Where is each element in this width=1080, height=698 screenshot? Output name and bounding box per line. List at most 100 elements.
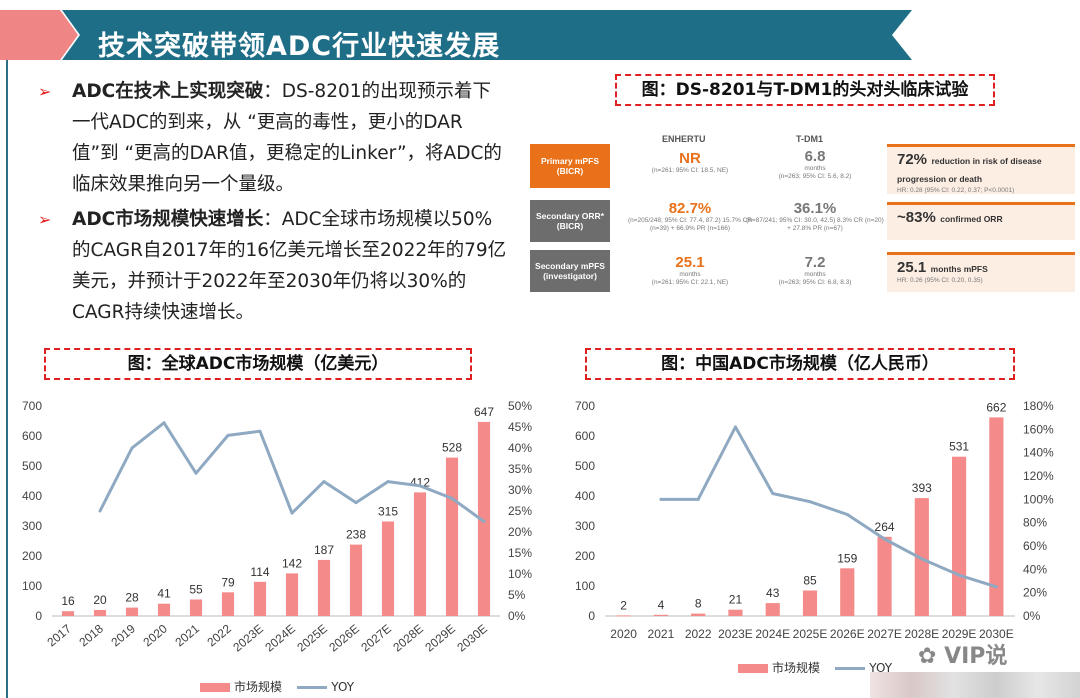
y2-tick-label: 5% [508,588,526,602]
col-header-tdm1: T-DM1 [796,134,823,144]
title-banner-shape [0,10,912,60]
bar-value-label: 28 [125,591,139,605]
value-ci: (n=261; 95% CI: 18.5, NE) [651,167,729,174]
x-tick-label: 2023E [718,627,753,641]
x-tick-label: 2029E [422,622,458,655]
y2-tick-label: 100% [1023,492,1054,506]
bar-value-label: 4 [658,598,665,612]
y-tick-label: 400 [22,489,42,503]
yoy-point [226,433,230,437]
y-tick-label: 200 [575,549,595,563]
bar-value-label: 85 [803,574,817,588]
x-tick-label: 2020 [610,627,637,641]
y2-tick-label: 30% [508,483,532,497]
yoy-point [771,492,775,495]
x-tick-label: 2026E [830,627,865,641]
china-chart-legend: 市场规模 YOY [738,659,892,676]
result-investigator-mpfs: 25.1 months mPFS HR: 0.26 (95% CI: 0.20,… [887,252,1075,292]
y-tick-label: 300 [22,519,42,533]
y2-tick-label: 20% [508,525,532,539]
x-tick-label: 2023E [230,622,266,655]
y2-tick-label: 0% [1023,609,1041,623]
page-title: 技术突破带领ADC行业快速发展 [98,31,501,62]
y-tick-label: 700 [22,399,42,413]
x-tick-label: 2028E [904,627,939,641]
bar-value-label: 238 [346,528,366,542]
x-tick-label: 2024E [755,627,790,641]
bar-2027E [381,521,395,616]
bar-value-label: 142 [282,556,302,570]
y-tick-label: 500 [22,459,42,473]
trial-figure-title: 图：DS-8201与T-DM1的头对头临床试验 [615,74,995,106]
legend-line-swatch [835,667,866,670]
bar-value-label: 8 [695,597,702,611]
bar-value-label: 662 [986,400,1006,414]
bar-value-label: 79 [221,575,235,589]
bar-value-label: 55 [189,583,203,597]
bar-value-label: 528 [442,441,462,455]
watermark: ✿ VIP说 [918,638,1007,670]
value-unit: months [804,271,826,278]
yoy-point [290,511,294,515]
bar-2027E [877,536,892,616]
yoy-point [130,446,134,450]
bar-value-label: 264 [875,520,895,534]
enhertu-investigator-mpfs: 25.1 months (n=261; 95% CI: 22.1, NE) [620,254,760,287]
y2-tick-label: 25% [508,504,532,518]
yoy-point [883,537,887,541]
y-tick-label: 300 [575,519,595,533]
bar-2025E [802,590,818,616]
result-pfs-risk: 72% reduction in risk of disease progres… [887,144,1075,194]
col-header-enhertu: ENHERTU [662,134,706,144]
legend-line-label: YOY [331,680,355,694]
yoy-point [98,509,102,513]
bar-2028E [914,498,929,616]
left-accent-line [6,60,8,698]
tdm1-orr: 36.1% (n=87/241; 95% CI: 30.0, 42.5) 8.3… [745,200,885,233]
y-tick-label: 700 [575,399,595,413]
global-chart-legend: 市场规模 YOY [200,678,354,695]
yoy-point [322,480,326,484]
bar-2024E [765,603,780,616]
bar-2023E [728,609,743,616]
y2-tick-label: 140% [1023,446,1054,460]
x-tick-label: 2028E [390,622,426,655]
yoy-point [354,501,358,505]
legend-line-label: YOY [869,661,893,675]
bar-2028E [413,492,427,616]
yoy-point [482,520,486,523]
arrow-icon: ➢ [38,210,52,229]
y-tick-label: 0 [588,609,595,623]
trial-table: ENHERTU T-DM1 Primary mPFS (BICR) NR (n=… [530,130,1075,295]
y-tick-label: 200 [22,549,42,563]
y2-tick-label: 160% [1023,422,1054,436]
result-hr: HR: 0.26 (95% CI: 0.20, 0.35) [897,277,983,284]
bar-2030E [989,417,1004,616]
yoy-point [808,500,812,504]
yoy-point [162,421,166,425]
bar-2030E [477,421,491,616]
result-hr: HR: 0.28 (95% CI: 0.22, 0.37; P<0.0001) [897,187,1015,194]
yoy-point [920,557,924,561]
x-tick-label: 2017 [44,621,74,649]
enhertu-orr: 82.7% (n=205/248; 95% CI: 77.4, 87.2) 15… [620,200,760,233]
y-tick-label: 100 [575,579,595,593]
result-text: confirmed ORR [940,214,1003,224]
x-tick-label: 2021 [172,621,202,649]
row-label-secondary-orr: Secondary ORR* (BICR) [530,200,610,242]
y2-tick-label: 10% [508,567,532,581]
x-tick-label: 2019 [108,621,138,649]
bar-2020 [616,615,631,617]
y2-tick-label: 0% [508,609,526,623]
result-orr: ~83% confirmed ORR [887,202,1075,240]
yoy-point [450,496,454,500]
wechat-icon: ✿ [918,644,945,669]
title-banner: 技术突破带领ADC行业快速发展 [0,10,912,62]
bar-2022 [691,613,706,616]
yoy-point [659,497,663,501]
bar-2024E [285,573,299,616]
x-tick-label: 2027E [867,627,902,641]
row-label-text: Secondary mPFS (investigator) [535,261,605,281]
bullet-heading: ADC在技术上实现突破 [72,81,264,102]
bar-2017 [61,611,75,616]
